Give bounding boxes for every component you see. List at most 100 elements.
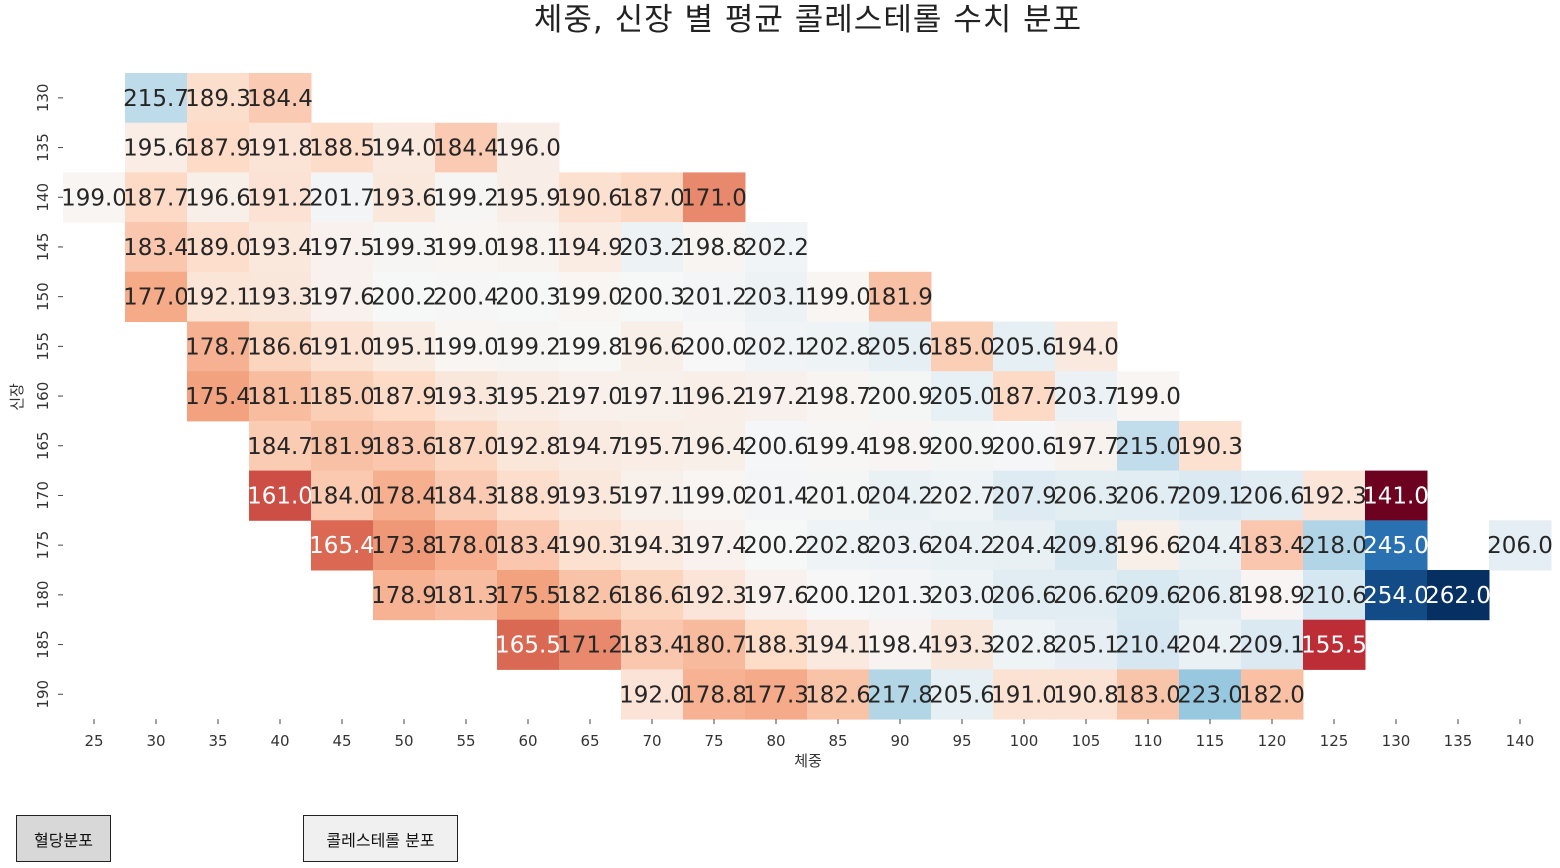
x-tick-label: 120 <box>1258 732 1287 750</box>
heatmap-cell <box>621 271 684 322</box>
cell-value-label: 245.0 <box>1363 533 1429 559</box>
heatmap-cell <box>1179 619 1242 670</box>
cell-value-label: 193.3 <box>247 285 313 311</box>
heatmap-cell <box>807 271 870 322</box>
cell-value-label: 196.6 <box>619 334 685 360</box>
y-tick-label: 180 <box>34 581 52 610</box>
heatmap-cell <box>497 371 560 422</box>
cell-value-label: 182.6 <box>805 682 871 708</box>
heatmap-cell <box>311 271 374 322</box>
cell-value-label: 206.6 <box>1239 483 1305 509</box>
cell-value-label: 202.1 <box>743 334 809 360</box>
heatmap-cell <box>993 371 1056 422</box>
heatmap-cell <box>621 669 684 720</box>
cell-value-label: 195.7 <box>619 434 685 460</box>
cell-value-label: 193.3 <box>433 384 499 410</box>
heatmap-cell <box>559 420 622 472</box>
blood-sugar-distribution-button[interactable]: 혈당분포 <box>16 815 111 862</box>
cell-value-label: 262.0 <box>1425 583 1491 609</box>
x-tick-label: 50 <box>394 732 413 750</box>
cell-value-label: 197.4 <box>681 533 747 559</box>
cell-value-label: 193.3 <box>929 633 995 659</box>
cell-value-label: 206.7 <box>1115 483 1181 509</box>
heatmap-cell <box>187 271 250 322</box>
heatmap-cell <box>125 222 188 273</box>
cell-value-label: 181.9 <box>309 434 375 460</box>
heatmap-cell <box>683 321 746 372</box>
cell-value-label: 178.7 <box>185 334 251 360</box>
heatmap-cell <box>1117 420 1180 472</box>
heatmap-cell <box>435 520 498 571</box>
y-axis-label: 신장 <box>8 383 26 411</box>
heatmap-cell <box>745 321 808 372</box>
cell-value-label: 217.8 <box>867 682 933 708</box>
heatmap-cell <box>869 271 932 322</box>
x-tick-label: 100 <box>1010 732 1039 750</box>
heatmap-cell <box>621 570 684 621</box>
cell-value-label: 196.6 <box>1115 533 1181 559</box>
x-tick-label: 125 <box>1320 732 1349 750</box>
heatmap-cell <box>559 470 622 521</box>
cell-value-label: 196.0 <box>495 136 561 162</box>
cell-value-label: 202.2 <box>743 235 809 261</box>
heatmap-cell <box>249 371 312 422</box>
x-tick-label: 85 <box>828 732 847 750</box>
heatmap-cell <box>807 520 870 571</box>
heatmap-cell <box>497 122 560 173</box>
heatmap-cell <box>187 73 250 124</box>
heatmap-cell <box>1055 570 1118 621</box>
heatmap-cell <box>807 420 870 472</box>
cell-value-label: 192.0 <box>619 682 685 708</box>
heatmap-cell <box>745 271 808 322</box>
cell-value-label: 200.2 <box>743 533 809 559</box>
x-tick-label: 70 <box>642 732 661 750</box>
cell-value-label: 203.6 <box>867 533 933 559</box>
cell-value-label: 201.2 <box>681 285 747 311</box>
heatmap-cell <box>1117 470 1180 521</box>
cell-value-label: 195.1 <box>371 334 437 360</box>
x-axis-label: 체중 <box>794 752 822 770</box>
heatmap-cell <box>373 371 436 422</box>
heatmap-cell <box>745 669 808 720</box>
cell-value-label: 199.0 <box>681 483 747 509</box>
heatmap-cell <box>621 222 684 273</box>
heatmap-cell <box>1365 520 1428 571</box>
cell-value-label: 201.7 <box>309 185 375 211</box>
heatmap-cell <box>683 619 746 670</box>
heatmap-cell <box>683 420 746 472</box>
heatmap-cell <box>993 420 1056 472</box>
heatmap-cell <box>621 172 684 223</box>
cell-value-label: 196.2 <box>681 384 747 410</box>
cell-value-label: 209.6 <box>1115 583 1181 609</box>
y-tick-label: 135 <box>34 133 52 162</box>
cell-value-label: 210.6 <box>1301 583 1367 609</box>
heatmap-cell <box>249 271 312 322</box>
heatmap-cell <box>745 470 808 521</box>
cell-value-label: 196.6 <box>185 185 251 211</box>
cell-value-label: 193.4 <box>247 235 313 261</box>
heatmap-cell <box>559 619 622 670</box>
cell-value-label: 199.0 <box>805 285 871 311</box>
heatmap-cell <box>931 321 994 372</box>
cell-value-label: 190.8 <box>1053 682 1119 708</box>
heatmap-cell <box>125 122 188 173</box>
heatmap-cell <box>807 570 870 621</box>
heatmap-cell <box>1179 570 1242 621</box>
heatmap-cell <box>1365 470 1428 521</box>
heatmap-cell <box>373 420 436 472</box>
cell-value-label: 198.1 <box>495 235 561 261</box>
cell-value-label: 187.7 <box>123 185 189 211</box>
heatmap-cell <box>1055 619 1118 670</box>
cell-value-label: 204.2 <box>1177 633 1243 659</box>
x-tick-label: 40 <box>270 732 289 750</box>
cell-value-label: 178.0 <box>433 533 499 559</box>
cell-value-label: 194.1 <box>805 633 871 659</box>
y-tick-label: 155 <box>34 332 52 361</box>
heatmap-cell <box>311 172 374 223</box>
heatmap-cell <box>435 371 498 422</box>
cell-value-label: 199.2 <box>433 185 499 211</box>
cholesterol-distribution-button[interactable]: 콜레스테롤 분포 <box>303 815 458 862</box>
cell-value-label: 206.8 <box>1177 583 1243 609</box>
cell-value-label: 192.3 <box>1301 483 1367 509</box>
cell-value-label: 177.3 <box>743 682 809 708</box>
